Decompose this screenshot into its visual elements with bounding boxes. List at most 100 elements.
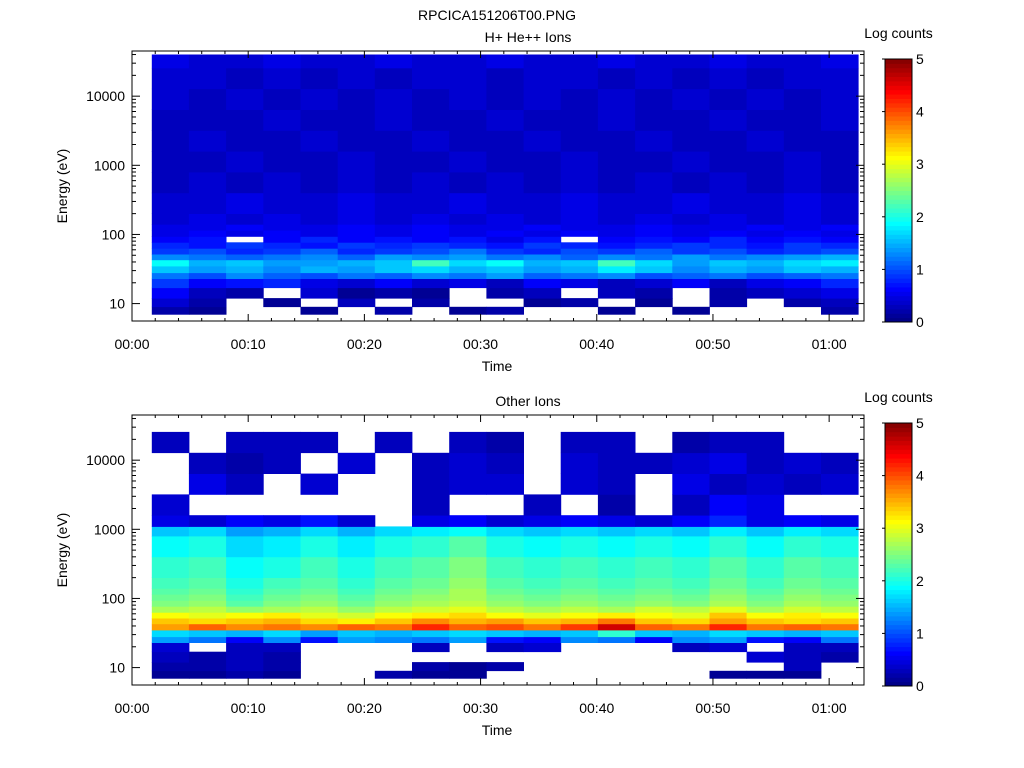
spectrogram-cell xyxy=(374,623,413,631)
colorbar-segment xyxy=(885,164,912,170)
spectrogram-cell xyxy=(821,306,859,315)
spectrogram-cell xyxy=(412,272,450,279)
spectrogram-cell xyxy=(374,266,413,274)
spectrogram-cell xyxy=(337,242,376,249)
x-tick-label: 00:20 xyxy=(347,336,382,352)
spectrogram-cell xyxy=(449,588,487,595)
spectrogram-cells xyxy=(151,54,859,315)
spectrogram-cell xyxy=(300,600,339,607)
spectrogram-cell xyxy=(746,130,785,152)
spectrogram-cell xyxy=(188,213,227,225)
spectrogram-cell xyxy=(523,230,562,237)
spectrogram-cell xyxy=(449,236,487,243)
spectrogram-cell xyxy=(151,612,190,619)
spectrogram-cell xyxy=(300,151,339,173)
spectrogram-cell xyxy=(783,151,822,173)
spectrogram-cell xyxy=(597,623,636,631)
colorbar-segment xyxy=(885,484,912,490)
spectrogram-cell xyxy=(486,54,524,69)
spectrogram-cell xyxy=(300,536,339,558)
spectrogram-cell xyxy=(151,224,190,231)
spectrogram-cell xyxy=(560,298,599,308)
spectrogram-cell xyxy=(486,594,524,601)
spectrogram-cell xyxy=(263,577,301,589)
spectrogram-cell xyxy=(560,618,599,625)
spectrogram-cell xyxy=(597,266,636,274)
colorbar: 0 1 2 3 4 5 Log counts xyxy=(864,25,933,330)
spectrogram-cell xyxy=(337,130,376,152)
spectrogram-cell xyxy=(300,266,339,274)
spectrogram-cell xyxy=(635,287,673,299)
spectrogram-cell xyxy=(486,536,524,558)
spectrogram-cell xyxy=(635,236,673,243)
spectrogram-cell xyxy=(486,515,524,527)
spectrogram-cell xyxy=(226,109,264,131)
spectrogram-cell xyxy=(783,298,822,308)
spectrogram-cell xyxy=(523,556,562,578)
spectrogram-cell xyxy=(597,526,636,537)
spectrogram-cell xyxy=(635,230,673,237)
spectrogram-cell xyxy=(597,109,636,131)
spectrogram-cell xyxy=(821,236,859,243)
spectrogram-cell xyxy=(486,630,524,638)
spectrogram-cell xyxy=(672,130,710,152)
spectrogram-cell xyxy=(597,588,636,595)
spectrogram-cell xyxy=(374,636,413,643)
colorbar-segment xyxy=(885,107,912,113)
colorbar-segment xyxy=(885,558,912,564)
spectrogram-cell xyxy=(226,172,264,194)
colorbar-segment xyxy=(885,629,912,634)
spectrogram-cell xyxy=(374,151,413,173)
spectrogram-cell xyxy=(374,172,413,194)
colorbar-segment xyxy=(885,462,912,468)
spectrogram-cell xyxy=(188,515,227,527)
colorbar-segment xyxy=(885,72,912,78)
spectrogram-cell xyxy=(337,588,376,595)
spectrogram-cell xyxy=(746,556,785,578)
spectrogram-cell xyxy=(635,606,673,613)
spectrogram-cell xyxy=(672,594,710,601)
spectrogram-cell xyxy=(746,230,785,237)
spectrogram-cell xyxy=(486,242,524,249)
spectrogram-cell xyxy=(412,224,450,231)
spectrogram-cell xyxy=(746,670,785,679)
spectrogram-cell xyxy=(635,213,673,225)
spectrogram-cell xyxy=(151,298,190,308)
spectrogram-cell xyxy=(672,266,710,274)
spectrogram-cell xyxy=(783,651,822,663)
spectrogram-cell xyxy=(709,109,748,131)
spectrogram-cell xyxy=(635,109,673,131)
spectrogram-cell xyxy=(746,151,785,173)
spectrogram-cell xyxy=(783,248,822,255)
spectrogram-cell xyxy=(337,556,376,578)
spectrogram-cell xyxy=(374,54,413,69)
spectrogram-cell xyxy=(783,259,822,267)
panel-title: H+ He++ Ions xyxy=(485,29,572,45)
spectrogram-cell xyxy=(486,662,524,672)
spectrogram-cell xyxy=(151,109,190,131)
spectrogram-cell xyxy=(597,236,636,243)
spectrogram-cell xyxy=(151,172,190,194)
spectrogram-cell xyxy=(486,248,524,255)
spectrogram-cell xyxy=(672,278,710,289)
spectrogram-cell xyxy=(821,526,859,537)
spectrogram-cell xyxy=(449,630,487,638)
spectrogram-cell xyxy=(783,67,822,90)
spectrogram-cell xyxy=(188,594,227,601)
spectrogram-cell xyxy=(374,259,413,267)
colorbar-segment xyxy=(885,541,912,547)
spectrogram-cell xyxy=(560,594,599,601)
colorbar-segment xyxy=(885,545,912,551)
spectrogram-cell xyxy=(188,266,227,274)
spectrogram-cell xyxy=(597,306,636,315)
spectrogram-cell xyxy=(709,298,748,308)
spectrogram-cell xyxy=(449,670,487,679)
spectrogram-cell xyxy=(412,526,450,537)
spectrogram-cell xyxy=(783,623,822,631)
spectrogram-cell xyxy=(412,248,450,255)
spectrogram-cell xyxy=(821,452,859,474)
spectrogram-cell xyxy=(523,642,562,653)
spectrogram-cell xyxy=(412,600,450,607)
spectrogram-cell xyxy=(672,213,710,225)
spectrogram-cell xyxy=(300,130,339,152)
